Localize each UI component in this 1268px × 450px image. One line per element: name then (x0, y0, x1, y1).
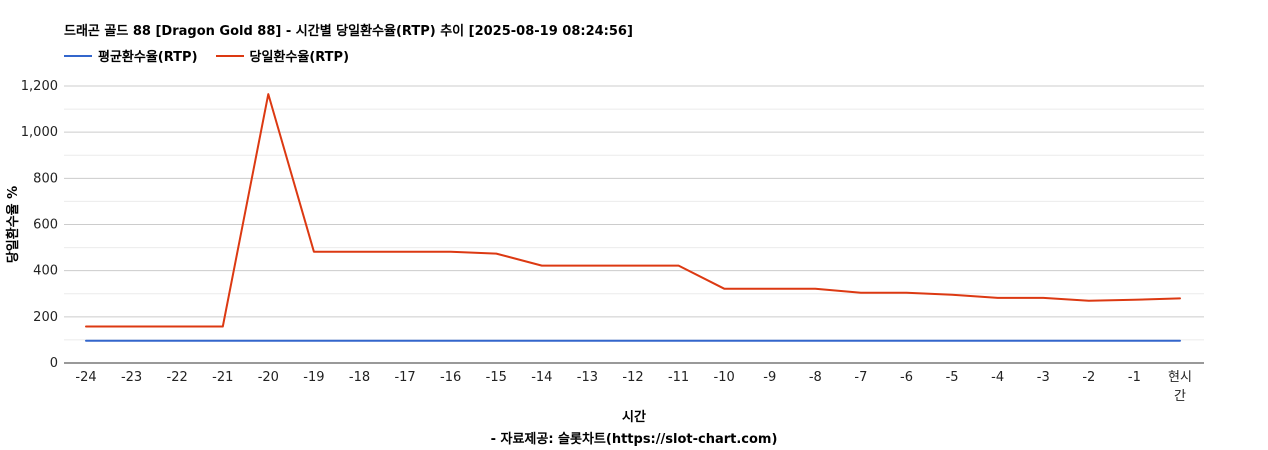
x-tick-label: -12 (622, 370, 643, 385)
x-tick-label: -1 (1128, 370, 1141, 385)
x-tick-label: -20 (258, 370, 279, 385)
legend-item-average[interactable]: 평균환수율(RTP) (64, 46, 198, 65)
x-tick-label: -6 (900, 370, 913, 385)
legend-label-average: 평균환수율(RTP) (98, 50, 198, 65)
y-tick-label: 600 (33, 218, 58, 233)
x-tick-label: -14 (531, 370, 552, 385)
x-tick-label: -10 (714, 370, 735, 385)
y-tick-label: 1,000 (21, 125, 58, 140)
legend: 평균환수율(RTP) 당일환수율(RTP) (64, 46, 367, 65)
x-tick-label: -4 (991, 370, 1004, 385)
x-tick-label: -18 (349, 370, 370, 385)
legend-swatch-average (64, 54, 92, 57)
y-tick-label: 400 (33, 264, 58, 279)
chart-title: 드래곤 골드 88 [Dragon Gold 88] - 시간별 당일환수율(R… (64, 24, 633, 39)
x-tick-label: -11 (668, 370, 689, 385)
x-tick-label: -19 (303, 370, 324, 385)
y-tick-label: 800 (33, 171, 58, 186)
y-tick-label: 0 (50, 356, 58, 371)
x-tick-label: -3 (1037, 370, 1050, 385)
x-tick-label: -22 (167, 370, 188, 385)
legend-label-daily: 당일환수율(RTP) (249, 50, 350, 65)
x-tick-label: -8 (809, 370, 822, 385)
y-axis-label: 당일환수율 % (5, 186, 21, 263)
x-axis-label: 시간 (622, 410, 646, 425)
legend-swatch-daily (215, 54, 244, 57)
series-line-daily (85, 93, 1181, 328)
x-tick-label: -9 (763, 370, 776, 385)
x-tick-label: 현시 (1168, 370, 1192, 385)
x-tick-label: -16 (440, 370, 461, 385)
x-tick-label: -24 (75, 370, 96, 385)
x-tick-label: -2 (1082, 370, 1095, 385)
x-tick-label: -5 (946, 370, 959, 385)
x-tick-label: -23 (121, 370, 142, 385)
x-tick-label: -21 (212, 370, 233, 385)
source-credit: - 자료제공: 슬롯차트(https://slot-chart.com) (490, 432, 778, 447)
x-tick-label: -13 (577, 370, 598, 385)
x-tick-label: -15 (486, 370, 507, 385)
y-tick-label: 200 (33, 310, 58, 325)
x-tick-label: -7 (854, 370, 867, 385)
x-tick-label: 간 (1174, 389, 1186, 404)
legend-item-daily[interactable]: 당일환수율(RTP) (215, 46, 350, 65)
x-tick-label: -17 (394, 370, 415, 385)
y-tick-label: 1,200 (21, 79, 58, 94)
